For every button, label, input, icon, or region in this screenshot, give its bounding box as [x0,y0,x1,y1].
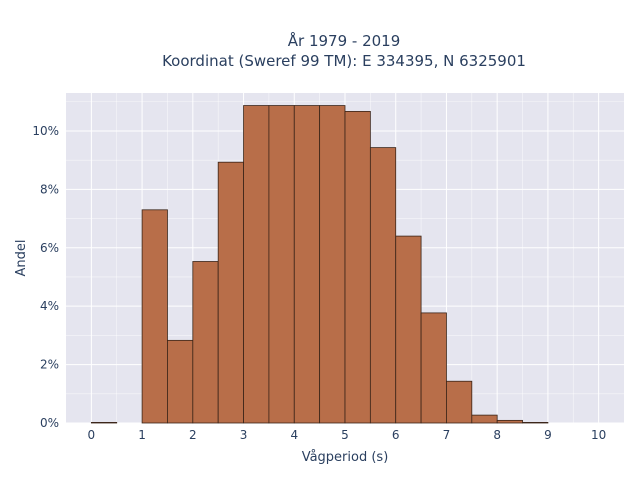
x-tick-label: 4 [290,428,298,442]
histogram-bar[interactable] [522,422,549,424]
histogram-bar[interactable] [293,105,321,424]
x-tick-label: 8 [493,428,501,442]
x-tick-label: 10 [591,428,606,442]
chart-title: År 1979 - 2019 [288,31,401,50]
y-tick-label: 0% [40,416,59,430]
histogram-bar[interactable] [395,235,422,424]
histogram-bar[interactable] [192,261,219,424]
x-tick-label: 2 [189,428,197,442]
histogram-bar[interactable] [268,105,295,424]
x-tick-label: 1 [138,428,146,442]
histogram-bar[interactable] [496,419,523,424]
chart-subtitle: Koordinat (Sweref 99 TM): E 334395, N 63… [162,52,526,70]
histogram-bar[interactable] [141,209,168,424]
x-axis-ticks: 0 1 2 3 4 5 6 7 8 9 10 [88,428,607,442]
histogram-bar[interactable] [446,380,473,424]
y-tick-label: 4% [40,299,59,313]
x-tick-label: 3 [240,428,248,442]
x-tick-label: 7 [443,428,451,442]
bars [90,105,549,424]
histogram-bar[interactable] [420,312,447,424]
histogram-bar[interactable] [90,422,118,424]
y-tick-label: 8% [40,182,59,196]
y-tick-label: 6% [40,241,59,255]
x-tick-label: 0 [88,428,96,442]
y-axis-title: Andel [14,240,29,277]
y-axis-ticks: 0% 2% 4% 6% 8% 10% [32,124,59,430]
x-tick-label: 9 [544,428,552,442]
x-tick-label: 6 [392,428,400,442]
histogram-bar[interactable] [471,414,498,424]
x-axis-title: Vågperiod (s) [302,450,389,465]
histogram-bar[interactable] [217,161,244,424]
histogram-bar[interactable] [167,339,194,424]
histogram-bar[interactable] [319,105,346,424]
histogram-bar[interactable] [369,147,397,424]
y-tick-label: 10% [32,124,59,138]
histogram-bar[interactable] [344,110,371,424]
y-tick-label: 2% [40,358,59,372]
x-tick-label: 5 [341,428,349,442]
histogram-bar[interactable] [243,105,270,424]
